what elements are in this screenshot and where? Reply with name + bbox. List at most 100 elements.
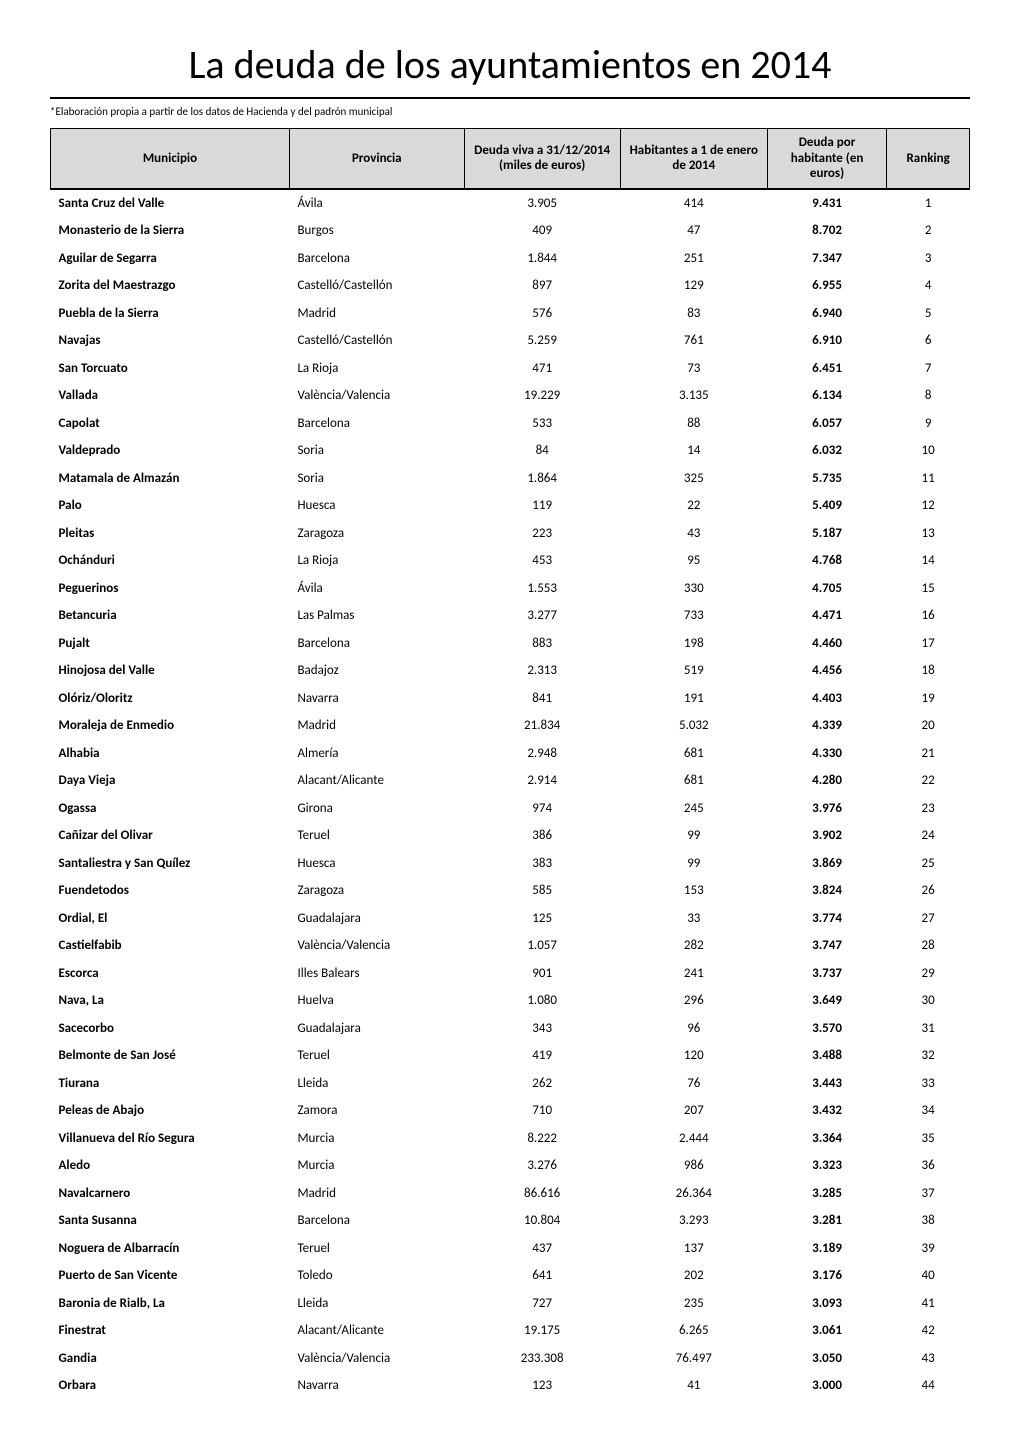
table-cell: 153 — [620, 877, 767, 905]
table-cell: 4.339 — [767, 712, 886, 740]
table-cell: 4.460 — [767, 630, 886, 658]
table-row: Puebla de la SierraMadrid576836.9405 — [51, 300, 970, 328]
table-cell: Navajas — [51, 327, 290, 355]
table-cell: 3.774 — [767, 905, 886, 933]
table-cell: Vallada — [51, 382, 290, 410]
table-cell: 10 — [887, 437, 970, 465]
table-row: Belmonte de San JoséTeruel4191203.48832 — [51, 1042, 970, 1070]
table-cell: 453 — [464, 547, 620, 575]
table-cell: 40 — [887, 1262, 970, 1290]
table-cell: 3.061 — [767, 1317, 886, 1345]
table-cell: 6.265 — [620, 1317, 767, 1345]
table-cell: 282 — [620, 932, 767, 960]
table-cell: 3.570 — [767, 1015, 886, 1043]
table-cell: Teruel — [289, 1042, 464, 1070]
table-row: OgassaGirona9742453.97623 — [51, 795, 970, 823]
table-cell: 21 — [887, 740, 970, 768]
col-header-habitantes: Habitantes a 1 de enero de 2014 — [620, 129, 767, 189]
table-cell: 251 — [620, 245, 767, 273]
table-cell: Puebla de la Sierra — [51, 300, 290, 328]
page-title: La deuda de los ayuntamientos en 2014 — [50, 40, 970, 99]
table-cell: 841 — [464, 685, 620, 713]
table-row: Olóriz/OloritzNavarra8411914.40319 — [51, 685, 970, 713]
table-cell: 343 — [464, 1015, 620, 1043]
table-cell: 2.313 — [464, 657, 620, 685]
table-cell: Girona — [289, 795, 464, 823]
table-cell: València/Valencia — [289, 1345, 464, 1373]
table-row: OrbaraNavarra123413.00044 — [51, 1372, 970, 1400]
table-cell: 733 — [620, 602, 767, 630]
table-cell: Orbara — [51, 1372, 290, 1400]
table-cell: 1.844 — [464, 245, 620, 273]
table-cell: Daya Vieja — [51, 767, 290, 795]
table-cell: 710 — [464, 1097, 620, 1125]
table-cell: 76 — [620, 1070, 767, 1098]
table-cell: Sacecorbo — [51, 1015, 290, 1043]
table-row: Peleas de AbajoZamora7102073.43234 — [51, 1097, 970, 1125]
table-cell: València/Valencia — [289, 382, 464, 410]
table-cell: Hinojosa del Valle — [51, 657, 290, 685]
table-cell: 10.804 — [464, 1207, 620, 1235]
table-cell: 8 — [887, 382, 970, 410]
table-cell: 1.864 — [464, 465, 620, 493]
table-cell: 4.403 — [767, 685, 886, 713]
table-cell: Tiurana — [51, 1070, 290, 1098]
table-cell: Barcelona — [289, 245, 464, 273]
table-cell: Teruel — [289, 1235, 464, 1263]
table-cell: Madrid — [289, 712, 464, 740]
table-cell: 6.057 — [767, 410, 886, 438]
table-cell: 43 — [620, 520, 767, 548]
table-row: TiuranaLleida262763.44333 — [51, 1070, 970, 1098]
table-cell: Madrid — [289, 1180, 464, 1208]
table-cell: 727 — [464, 1290, 620, 1318]
table-cell: 3.747 — [767, 932, 886, 960]
table-cell: 8.222 — [464, 1125, 620, 1153]
table-cell: 330 — [620, 575, 767, 603]
table-row: Villanueva del Río SeguraMurcia8.2222.44… — [51, 1125, 970, 1153]
table-cell: Fuendetodos — [51, 877, 290, 905]
table-cell: 3.176 — [767, 1262, 886, 1290]
table-cell: Escorca — [51, 960, 290, 988]
table-row: SacecorboGuadalajara343963.57031 — [51, 1015, 970, 1043]
table-cell: Barcelona — [289, 410, 464, 438]
table-cell: 4.471 — [767, 602, 886, 630]
table-row: FinestratAlacant/Alicante19.1756.2653.06… — [51, 1317, 970, 1345]
table-cell: 125 — [464, 905, 620, 933]
table-cell: 22 — [620, 492, 767, 520]
table-cell: Peleas de Abajo — [51, 1097, 290, 1125]
debt-table: Municipio Provincia Deuda viva a 31/12/2… — [50, 128, 970, 1400]
table-cell: 41 — [620, 1372, 767, 1400]
table-row: Ordial, ElGuadalajara125333.77427 — [51, 905, 970, 933]
table-cell: 84 — [464, 437, 620, 465]
table-cell: Almería — [289, 740, 464, 768]
table-cell: 6.940 — [767, 300, 886, 328]
table-cell: 137 — [620, 1235, 767, 1263]
table-cell: 6.451 — [767, 355, 886, 383]
table-cell: Zamora — [289, 1097, 464, 1125]
table-cell: 191 — [620, 685, 767, 713]
table-cell: 36 — [887, 1152, 970, 1180]
table-cell: 26 — [887, 877, 970, 905]
table-cell: 3.905 — [464, 189, 620, 218]
table-row: Hinojosa del ValleBadajoz2.3135194.45618 — [51, 657, 970, 685]
table-cell: Illes Balears — [289, 960, 464, 988]
table-cell: 4.456 — [767, 657, 886, 685]
table-row: Zorita del MaestrazgoCastelló/Castellón8… — [51, 272, 970, 300]
table-cell: 3 — [887, 245, 970, 273]
table-cell: Barcelona — [289, 630, 464, 658]
table-cell: Ochánduri — [51, 547, 290, 575]
col-header-provincia: Provincia — [289, 129, 464, 189]
table-row: PujaltBarcelona8831984.46017 — [51, 630, 970, 658]
table-cell: 3.824 — [767, 877, 886, 905]
table-cell: 13 — [887, 520, 970, 548]
table-cell: 3.093 — [767, 1290, 886, 1318]
table-cell: 5.735 — [767, 465, 886, 493]
table-cell: 296 — [620, 987, 767, 1015]
table-cell: Ávila — [289, 575, 464, 603]
table-row: EscorcaIlles Balears9012413.73729 — [51, 960, 970, 988]
table-cell: Las Palmas — [289, 602, 464, 630]
table-cell: 5.032 — [620, 712, 767, 740]
table-cell: 3.285 — [767, 1180, 886, 1208]
table-cell: 4.768 — [767, 547, 886, 575]
table-cell: 99 — [620, 850, 767, 878]
